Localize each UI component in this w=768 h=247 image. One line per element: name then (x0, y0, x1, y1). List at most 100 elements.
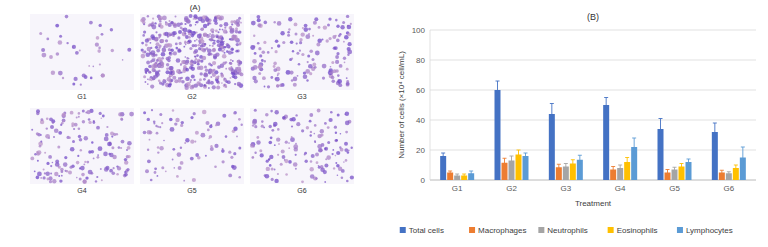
cell-dot (216, 86, 220, 90)
cell-dot (204, 85, 206, 87)
x-axis-label: Treatment (575, 199, 612, 208)
cell-dot (304, 152, 307, 155)
cell-dot (343, 161, 345, 163)
cell-dot (202, 110, 207, 115)
cell-dot (324, 122, 327, 125)
cell-dot (99, 24, 102, 27)
cell-dot (270, 110, 273, 113)
cell-dot (157, 175, 159, 177)
cell-dot (336, 52, 339, 55)
cell-dot (269, 164, 272, 167)
cell-dot (118, 146, 121, 149)
cell-dot (336, 164, 340, 168)
cell-dot (44, 152, 46, 154)
error-stem (518, 150, 519, 159)
cell-dot (154, 171, 157, 174)
cell-dot (190, 79, 192, 81)
cell-dot (310, 174, 315, 179)
cell-dot (140, 19, 144, 23)
cell-dot (147, 149, 149, 151)
cell-dot (205, 18, 209, 22)
cell-dot (310, 131, 312, 133)
error-stem (714, 123, 715, 141)
error-stem (551, 104, 552, 125)
error-cap (455, 174, 459, 175)
cell-dot (186, 19, 190, 23)
cell-dot (214, 17, 217, 20)
cell-dot (88, 170, 93, 175)
cell-dot (188, 33, 191, 36)
cell-dot (208, 22, 210, 24)
cell-dot (146, 53, 151, 58)
cell-dot (329, 37, 332, 40)
cell-dot (56, 164, 58, 166)
cell-dot (100, 168, 102, 170)
cell-dot (253, 35, 255, 37)
cell-dot (204, 72, 208, 76)
cell-dot (232, 38, 234, 40)
error-cap (604, 112, 608, 113)
cell-dot (221, 74, 225, 78)
cell-dot (278, 143, 280, 145)
cell-dot (341, 177, 344, 180)
cell-dot (304, 27, 309, 32)
grid-line (430, 150, 756, 151)
cell-dot (86, 161, 89, 164)
cell-dot (46, 117, 49, 120)
cell-dot (335, 69, 339, 73)
error-cap (741, 147, 745, 148)
cell-dot (209, 45, 211, 47)
error-bar (687, 159, 691, 165)
cell-dot (216, 40, 220, 44)
cell-dot (176, 69, 181, 74)
cell-dot (294, 23, 298, 27)
cell-dot (222, 160, 225, 163)
cell-dot (277, 173, 279, 175)
cell-dot (124, 158, 127, 161)
cell-dot (344, 35, 349, 40)
cell-dot (178, 166, 182, 170)
cell-dot (344, 62, 346, 64)
cell-dot (230, 77, 232, 79)
cell-dot (330, 71, 334, 75)
cell-dot (111, 136, 113, 138)
cell-dot (198, 47, 201, 50)
cell-dot (351, 147, 353, 149)
cell-dot (235, 71, 237, 73)
cell-dot (49, 180, 52, 183)
error-cap (618, 165, 622, 166)
cell-dot (46, 127, 48, 129)
cell-dot (258, 72, 261, 75)
cell-dot (196, 54, 199, 57)
cell-dot (332, 153, 334, 155)
cell-dot (198, 44, 201, 47)
cell-dot (346, 68, 349, 71)
error-cap (571, 167, 575, 168)
cell-dot (46, 162, 49, 165)
cell-dot (101, 74, 105, 78)
cell-dot (231, 72, 234, 75)
cell-dot (193, 18, 195, 20)
cell-dot (236, 19, 240, 23)
cell-dot (346, 77, 348, 79)
error-cap (687, 159, 691, 160)
cell-dot (275, 39, 279, 43)
cell-dot (192, 178, 196, 182)
cell-dot (251, 21, 256, 26)
cell-dot (147, 159, 151, 163)
cell-dot (302, 27, 304, 29)
cell-dot (62, 119, 66, 123)
cell-dot (209, 135, 212, 138)
cell-dot (149, 38, 152, 41)
cell-dot (60, 168, 64, 172)
micrograph-bg (30, 108, 134, 184)
cell-dot (273, 62, 277, 66)
cell-dot (336, 39, 340, 43)
cell-dot (98, 47, 101, 50)
cell-dot (121, 140, 125, 144)
cell-dot (158, 16, 163, 21)
cell-dot (215, 76, 218, 79)
cell-dot (185, 35, 189, 39)
cell-dot (200, 39, 204, 43)
cell-dot (83, 180, 87, 184)
